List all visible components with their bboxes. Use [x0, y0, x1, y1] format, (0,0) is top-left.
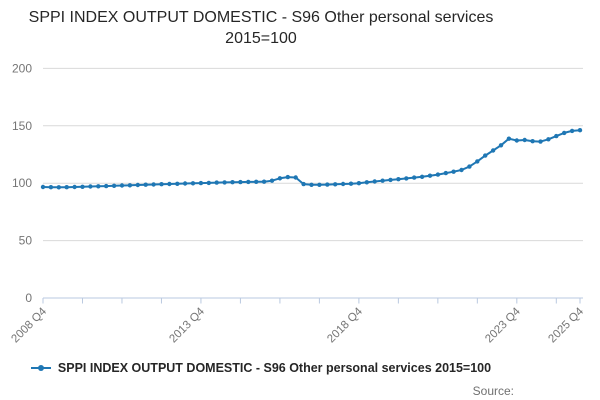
data-point: [214, 180, 219, 185]
data-point: [269, 178, 275, 183]
data-point: [167, 181, 172, 187]
y-tick-label: 200: [12, 61, 32, 75]
legend-series-label: SPPI INDEX OUTPUT DOMESTIC - S96 Other p…: [57, 361, 492, 375]
x-tick-label: 2023 Q4: [483, 305, 523, 345]
y-tick-label: 100: [12, 176, 32, 190]
data-point: [546, 137, 551, 142]
data-point: [119, 183, 125, 188]
data-point: [435, 172, 441, 177]
data-point: [451, 169, 456, 174]
data-point: [190, 181, 196, 186]
data-point: [198, 180, 204, 186]
source-attribution: Source:: [472, 384, 514, 398]
data-point: [277, 176, 283, 181]
data-point: [459, 167, 464, 173]
x-tick-label: 2008 Q4: [9, 305, 49, 345]
data-point: [96, 184, 101, 189]
chart-legend: SPPI INDEX OUTPUT DOMESTIC - S96 Other p…: [0, 361, 522, 375]
data-point: [317, 182, 322, 187]
data-point: [498, 143, 504, 148]
data-point: [72, 184, 77, 190]
chart-title: SPPI INDEX OUTPUT DOMESTIC - S96 Other p…: [28, 9, 494, 47]
data-point: [396, 177, 401, 182]
data-point: [427, 173, 433, 178]
data-point: [443, 170, 448, 176]
data-point: [175, 181, 180, 186]
data-point: [419, 174, 425, 179]
data-point: [309, 182, 314, 187]
data-point: [356, 181, 362, 186]
data-point: [467, 164, 472, 169]
data-point: [569, 128, 575, 134]
data-point: [301, 181, 306, 187]
x-tick-label: 2018 Q4: [325, 305, 365, 345]
data-point: [80, 184, 85, 189]
data-point: [364, 180, 369, 185]
data-point: [143, 182, 148, 187]
y-tick-label: 150: [12, 119, 32, 133]
legend-line-marker-icon: [30, 364, 51, 372]
data-point: [412, 175, 417, 180]
data-point: [88, 184, 93, 189]
data-point: [285, 174, 290, 180]
data-point: [538, 139, 543, 144]
data-series-line: [42, 129, 581, 189]
y-tick-label: 0: [25, 291, 32, 305]
data-point: [325, 182, 330, 187]
data-point: [372, 179, 377, 184]
data-point: [333, 182, 338, 187]
data-point: [348, 181, 354, 186]
data-point: [104, 183, 109, 189]
data-point: [64, 185, 69, 190]
data-point: [554, 133, 559, 139]
data-point: [182, 181, 188, 186]
data-point: [206, 180, 211, 186]
x-tick-label: 2025 Q4: [546, 305, 586, 345]
data-point: [48, 185, 54, 190]
data-point: [261, 179, 267, 184]
data-point: [380, 178, 385, 183]
x-tick-label: 2013 Q4: [167, 305, 207, 345]
data-point: [111, 183, 117, 188]
data-point: [222, 180, 227, 185]
data-point: [151, 182, 156, 187]
data-point: [577, 128, 583, 133]
data-point: [238, 179, 243, 185]
data-point: [483, 153, 488, 158]
data-point: [530, 139, 535, 144]
data-point: [388, 177, 393, 183]
y-tick-label: 50: [19, 234, 33, 248]
data-point: [340, 181, 346, 187]
data-point: [246, 179, 251, 185]
data-point: [293, 175, 298, 180]
data-point: [159, 182, 164, 187]
data-point: [475, 159, 480, 164]
data-point: [490, 148, 496, 153]
data-point: [230, 180, 235, 185]
data-point: [514, 138, 519, 143]
data-point: [127, 183, 133, 188]
data-point: [40, 184, 46, 190]
data-point: [562, 130, 567, 136]
data-point: [404, 176, 409, 181]
data-point: [56, 185, 61, 190]
data-point: [135, 182, 140, 188]
data-point: [522, 137, 527, 143]
data-point: [254, 179, 259, 184]
data-point: [506, 136, 512, 141]
line-chart-plot-area: 0 50 100 150 200 2008 Q4 2013 Q4 2018 Q4 2023 Q4…: [9, 61, 586, 345]
